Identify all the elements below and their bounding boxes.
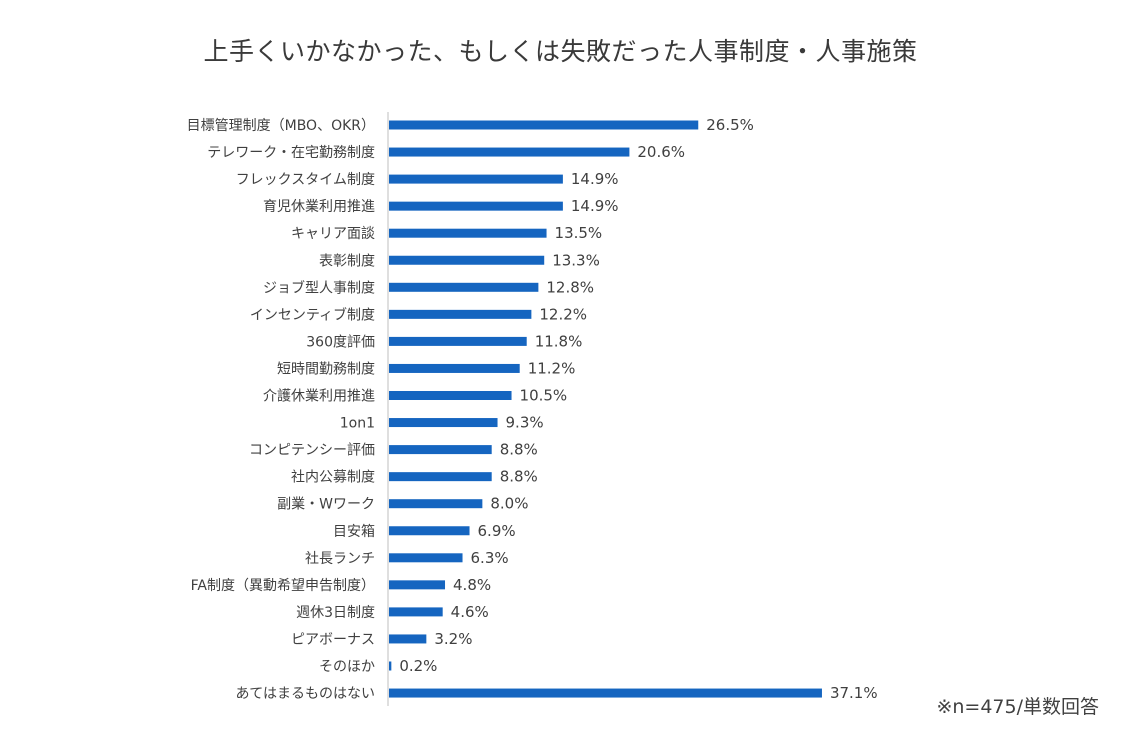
category-label: 目標管理制度（MBO、OKR） xyxy=(187,118,375,134)
bar xyxy=(389,120,699,130)
bar xyxy=(389,634,427,644)
category-label: 育児休業利用推進 xyxy=(263,199,375,215)
value-label: 13.3% xyxy=(552,251,600,269)
category-label: テレワーク・在宅勤務制度 xyxy=(207,145,375,161)
bar xyxy=(389,363,520,373)
bar xyxy=(389,201,563,211)
value-label: 6.3% xyxy=(471,549,509,567)
bar xyxy=(389,255,545,265)
value-label: 9.3% xyxy=(506,414,544,432)
bar xyxy=(389,309,532,319)
bar xyxy=(389,472,492,482)
category-label: 360度評価 xyxy=(306,334,375,350)
category-label: FA制度（異動希望申告制度） xyxy=(191,578,375,594)
bar xyxy=(389,418,498,428)
category-label: 表彰制度 xyxy=(319,252,375,269)
bar xyxy=(389,661,392,671)
bar xyxy=(389,282,539,292)
bar xyxy=(389,499,483,509)
bar xyxy=(389,147,630,157)
value-label: 10.5% xyxy=(520,387,568,405)
bar xyxy=(389,391,512,400)
category-label: 社内公募制度 xyxy=(291,470,375,486)
bar xyxy=(389,526,470,536)
category-label: 週休3日制度 xyxy=(296,605,375,621)
category-label: 1on1 xyxy=(340,416,375,432)
category-label: あてはまるものはない xyxy=(236,686,375,702)
bar xyxy=(389,580,446,590)
bar xyxy=(389,688,822,698)
category-label: 副業・Wワーク xyxy=(277,497,375,513)
bars-group: 目標管理制度（MBO、OKR） 26.5% テレワーク・在宅勤務制度 20.6% フレッ… xyxy=(187,116,878,702)
category-label: 短時間勤務制度 xyxy=(277,361,375,377)
sample-size-note: ※n=475/単数回答 xyxy=(936,696,1099,718)
chart-title: 上手くいかなかった、もしくは失敗だった人事制度・人事施策 xyxy=(203,37,918,66)
category-label: フレックスタイム制度 xyxy=(236,172,375,188)
value-label: 12.8% xyxy=(546,278,594,296)
bar xyxy=(389,553,463,563)
value-label: 20.6% xyxy=(637,143,685,161)
bar xyxy=(389,228,547,238)
value-label: 8.8% xyxy=(500,441,538,459)
value-label: 8.8% xyxy=(500,468,538,486)
value-label: 11.2% xyxy=(528,359,576,377)
value-label: 14.9% xyxy=(571,197,619,215)
category-label: 介護休業利用推進 xyxy=(263,389,375,405)
value-label: 12.2% xyxy=(539,305,587,323)
category-label: インセンティブ制度 xyxy=(250,306,375,323)
value-label: 0.2% xyxy=(399,657,437,675)
category-label: キャリア面談 xyxy=(291,226,375,242)
bar xyxy=(389,336,527,346)
category-label: ジョブ型人事制度 xyxy=(263,279,375,296)
value-label: 37.1% xyxy=(830,684,878,702)
value-label: 13.5% xyxy=(555,224,603,242)
value-label: 26.5% xyxy=(706,116,754,134)
value-label: 8.0% xyxy=(490,495,528,513)
value-label: 14.9% xyxy=(571,170,619,188)
value-label: 4.8% xyxy=(453,576,491,594)
category-label: ピアボーナス xyxy=(291,632,375,648)
value-label: 4.6% xyxy=(451,603,489,621)
category-label: コンピテンシー評価 xyxy=(249,443,375,459)
category-label: そのほか xyxy=(319,659,375,675)
category-label: 目安箱 xyxy=(333,524,375,540)
category-label: 社長ランチ xyxy=(305,551,375,567)
bar xyxy=(389,607,443,617)
value-label: 11.8% xyxy=(535,332,583,350)
value-label: 6.9% xyxy=(478,522,516,540)
bar xyxy=(389,445,492,455)
value-label: 3.2% xyxy=(434,630,472,648)
bar xyxy=(389,174,563,184)
